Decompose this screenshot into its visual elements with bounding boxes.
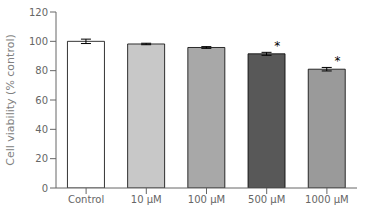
svg-text:500 μM: 500 μM — [248, 194, 285, 205]
svg-text:100: 100 — [29, 36, 48, 47]
svg-text:20: 20 — [35, 153, 48, 164]
svg-text:*: * — [334, 54, 340, 68]
svg-text:120: 120 — [29, 7, 48, 18]
svg-text:10 μM: 10 μM — [131, 194, 162, 205]
svg-text:60: 60 — [35, 95, 48, 106]
svg-text:Control: Control — [68, 194, 104, 205]
svg-text:80: 80 — [35, 65, 48, 76]
svg-text:0: 0 — [42, 183, 48, 194]
svg-text:100 μM: 100 μM — [188, 194, 225, 205]
svg-text:Cell viability (% control): Cell viability (% control) — [8, 34, 17, 166]
svg-text:1000 μM: 1000 μM — [305, 194, 349, 205]
svg-text:40: 40 — [35, 124, 48, 135]
svg-text:*: * — [274, 39, 280, 53]
